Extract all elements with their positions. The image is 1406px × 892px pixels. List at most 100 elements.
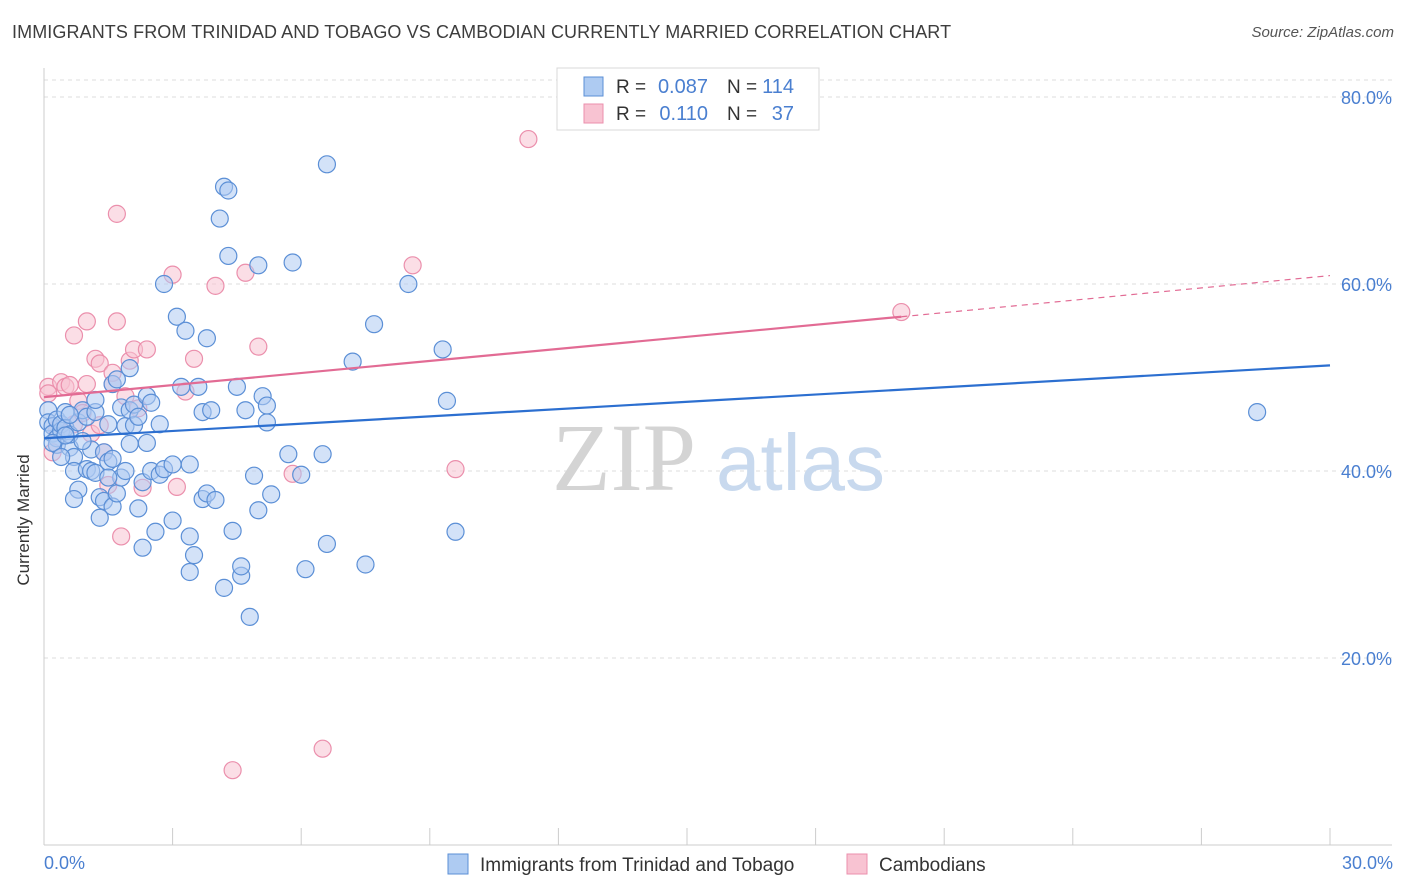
data-point [163,511,182,530]
data-point [180,455,199,474]
data-point [99,468,118,487]
data-point [223,761,242,780]
data-point [433,340,452,359]
data-point [317,155,337,174]
data-point [343,352,362,371]
data-point [154,274,174,294]
x-tick-label-max: 30.0% [1342,853,1393,873]
data-point [60,375,79,395]
data-point [129,499,148,518]
y-tick-label: 40.0% [1341,462,1392,482]
legend-n-value: 114 [762,76,794,98]
y-tick-label: 20.0% [1341,649,1392,669]
data-point [180,527,199,546]
data-point [223,521,242,540]
bottom-legend-label-trinidad: Immigrants from Trinidad and Tobago [480,855,794,876]
x-tick-label-min: 0.0% [44,853,85,873]
trend-line-trinidad [43,364,1331,440]
data-point [364,315,384,334]
data-point [437,391,457,410]
data-point [103,449,122,468]
data-point [292,465,311,484]
data-point [107,312,126,331]
data-point [86,390,105,410]
data-point [120,359,139,378]
data-point [279,445,298,464]
data-point [52,447,71,467]
data-point [206,490,225,510]
data-point [249,337,268,356]
data-point [189,377,208,396]
data-point [257,413,277,432]
data-point [262,485,281,504]
axes: 20.0% 40.0% 60.0% 80.0% 0.0% 30.0% [43,68,1393,873]
data-point [146,522,165,541]
trend-line-cambodians-extension [901,274,1331,318]
data-point [176,321,195,340]
data-point [403,256,422,275]
legend-n-label: N = [727,104,757,125]
data-point [90,354,109,373]
data-point [219,246,238,266]
data-point [249,501,268,520]
watermark-atlas: atlas [716,418,885,507]
data-point [142,393,161,412]
y-tick-label: 60.0% [1341,275,1392,295]
data-point [163,455,182,474]
data-point [202,401,221,420]
data-point [167,307,186,326]
trend-line-cambodians [43,315,902,399]
legend-r-value: 0.110 [659,103,708,125]
data-point [197,329,216,348]
data-point [64,489,84,509]
data-point [296,560,315,579]
source-label: Source: ZipAtlas.com [1251,24,1394,41]
data-point [133,538,152,557]
data-point [120,434,139,453]
data-point [137,340,156,359]
data-point [356,555,375,574]
data-point [64,326,84,345]
data-point [1248,402,1267,422]
data-point [172,377,191,396]
data-point [99,415,118,434]
series-trinidad-points [39,155,1267,626]
bottom-legend: Immigrants from Trinidad and Tobago Cambo… [447,853,986,876]
data-point [313,445,332,464]
data-point [257,396,277,415]
data-point [167,477,186,496]
data-point [219,181,238,200]
data-point [313,739,332,758]
data-point [236,401,255,420]
data-point [107,484,126,503]
data-point [244,466,264,485]
data-point [206,276,225,295]
data-point [446,522,465,541]
bottom-legend-swatch-trinidad [447,853,469,875]
data-point [137,433,156,453]
data-point [116,461,135,481]
legend-r-label: R = [616,104,646,125]
data-point [90,508,109,527]
legend-n-value: 37 [772,103,794,125]
legend-r-value: 0.087 [658,76,708,98]
data-point [519,129,538,149]
legend-r-label: R = [616,77,646,98]
data-point [60,405,79,424]
y-tick-label: 80.0% [1341,88,1392,108]
data-point [129,407,148,426]
data-point [214,578,234,597]
data-point [107,370,126,389]
legend-box: R = 0.087 N = 114 R = 0.110 N = 37 [556,67,820,131]
chart-title: IMMIGRANTS FROM TRINIDAD AND TOBAGO VS C… [12,22,952,42]
data-point [227,377,246,396]
data-point [240,607,259,626]
data-point [77,312,96,331]
legend-swatch-blue [583,76,604,97]
data-point [399,274,418,294]
data-point [249,256,268,275]
data-point [317,534,337,554]
bottom-legend-label-cambodians: Cambodians [879,855,986,876]
trend-lines [43,274,1331,440]
